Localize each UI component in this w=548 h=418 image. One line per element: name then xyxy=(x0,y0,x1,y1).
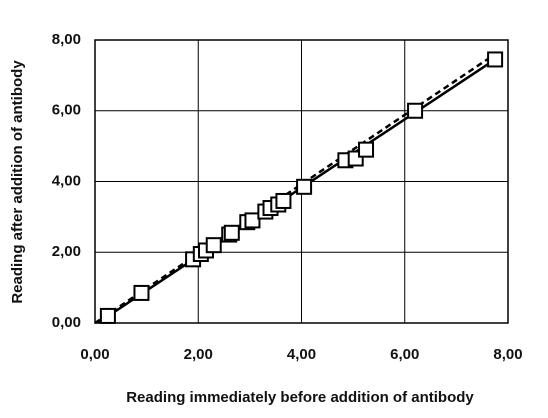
y-axis-title: Reading after addition of antibody xyxy=(9,60,26,304)
marker xyxy=(99,307,116,324)
marker xyxy=(487,51,504,68)
x-tick-label: 0,00 xyxy=(80,346,109,363)
marker xyxy=(296,178,313,195)
x-tick-label: 4,00 xyxy=(287,346,316,363)
line xyxy=(94,53,496,325)
y-tick-label: 4,00 xyxy=(52,172,81,189)
x-tick-label: 6,00 xyxy=(390,346,419,363)
y-tick-label: 6,00 xyxy=(52,102,81,119)
marker xyxy=(205,237,222,254)
y-tick-label: 8,00 xyxy=(52,31,81,48)
marker xyxy=(358,141,375,158)
x-axis-title: Reading immediately before addition of a… xyxy=(126,389,474,406)
y-tick-label: 0,00 xyxy=(52,314,81,331)
marker xyxy=(275,192,292,209)
marker xyxy=(407,102,424,119)
marker xyxy=(223,224,240,241)
x-tick-label: 8,00 xyxy=(493,346,522,363)
marker xyxy=(133,284,150,301)
x-tick-label: 2,00 xyxy=(184,346,213,363)
y-tick-label: 2,00 xyxy=(52,243,81,260)
marker xyxy=(244,212,261,229)
